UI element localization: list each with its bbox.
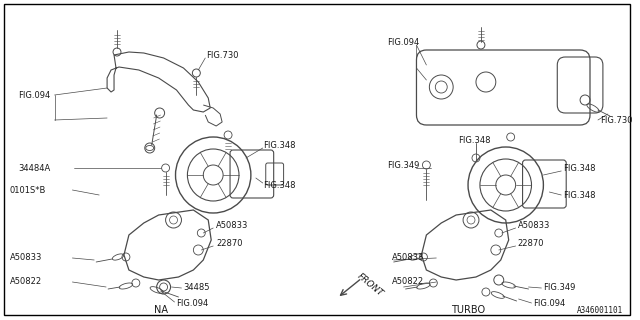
Text: FIG.348: FIG.348 bbox=[563, 190, 596, 199]
Text: NA: NA bbox=[154, 305, 168, 315]
Text: FIG.730: FIG.730 bbox=[600, 116, 632, 124]
Text: FIG.348: FIG.348 bbox=[563, 164, 596, 172]
Text: 34485: 34485 bbox=[184, 284, 210, 292]
Text: FIG.348: FIG.348 bbox=[263, 140, 295, 149]
Text: FIG.348: FIG.348 bbox=[263, 180, 295, 189]
Text: FIG.349: FIG.349 bbox=[543, 284, 576, 292]
Text: FIG.094: FIG.094 bbox=[177, 299, 209, 308]
Text: FIG.094: FIG.094 bbox=[18, 91, 50, 100]
Text: A50833: A50833 bbox=[392, 253, 424, 262]
Text: A50822: A50822 bbox=[10, 277, 42, 286]
Text: FRONT: FRONT bbox=[355, 272, 385, 298]
Text: 0101S*B: 0101S*B bbox=[10, 186, 46, 195]
Text: A50833: A50833 bbox=[518, 220, 550, 229]
Text: TURBO: TURBO bbox=[451, 305, 485, 315]
Text: A50822: A50822 bbox=[392, 277, 424, 286]
Text: A50833: A50833 bbox=[216, 220, 248, 229]
Text: FIG.094: FIG.094 bbox=[534, 299, 566, 308]
Text: 22870: 22870 bbox=[216, 238, 243, 247]
Text: 22870: 22870 bbox=[518, 238, 544, 247]
Text: A346001101: A346001101 bbox=[577, 306, 623, 315]
Text: 34484A: 34484A bbox=[18, 164, 50, 172]
Text: FIG.730: FIG.730 bbox=[206, 51, 239, 60]
Text: A50833: A50833 bbox=[10, 253, 42, 262]
Text: FIG.349: FIG.349 bbox=[387, 161, 419, 170]
Text: FIG.348: FIG.348 bbox=[458, 135, 491, 145]
Text: FIG.094: FIG.094 bbox=[387, 37, 419, 46]
